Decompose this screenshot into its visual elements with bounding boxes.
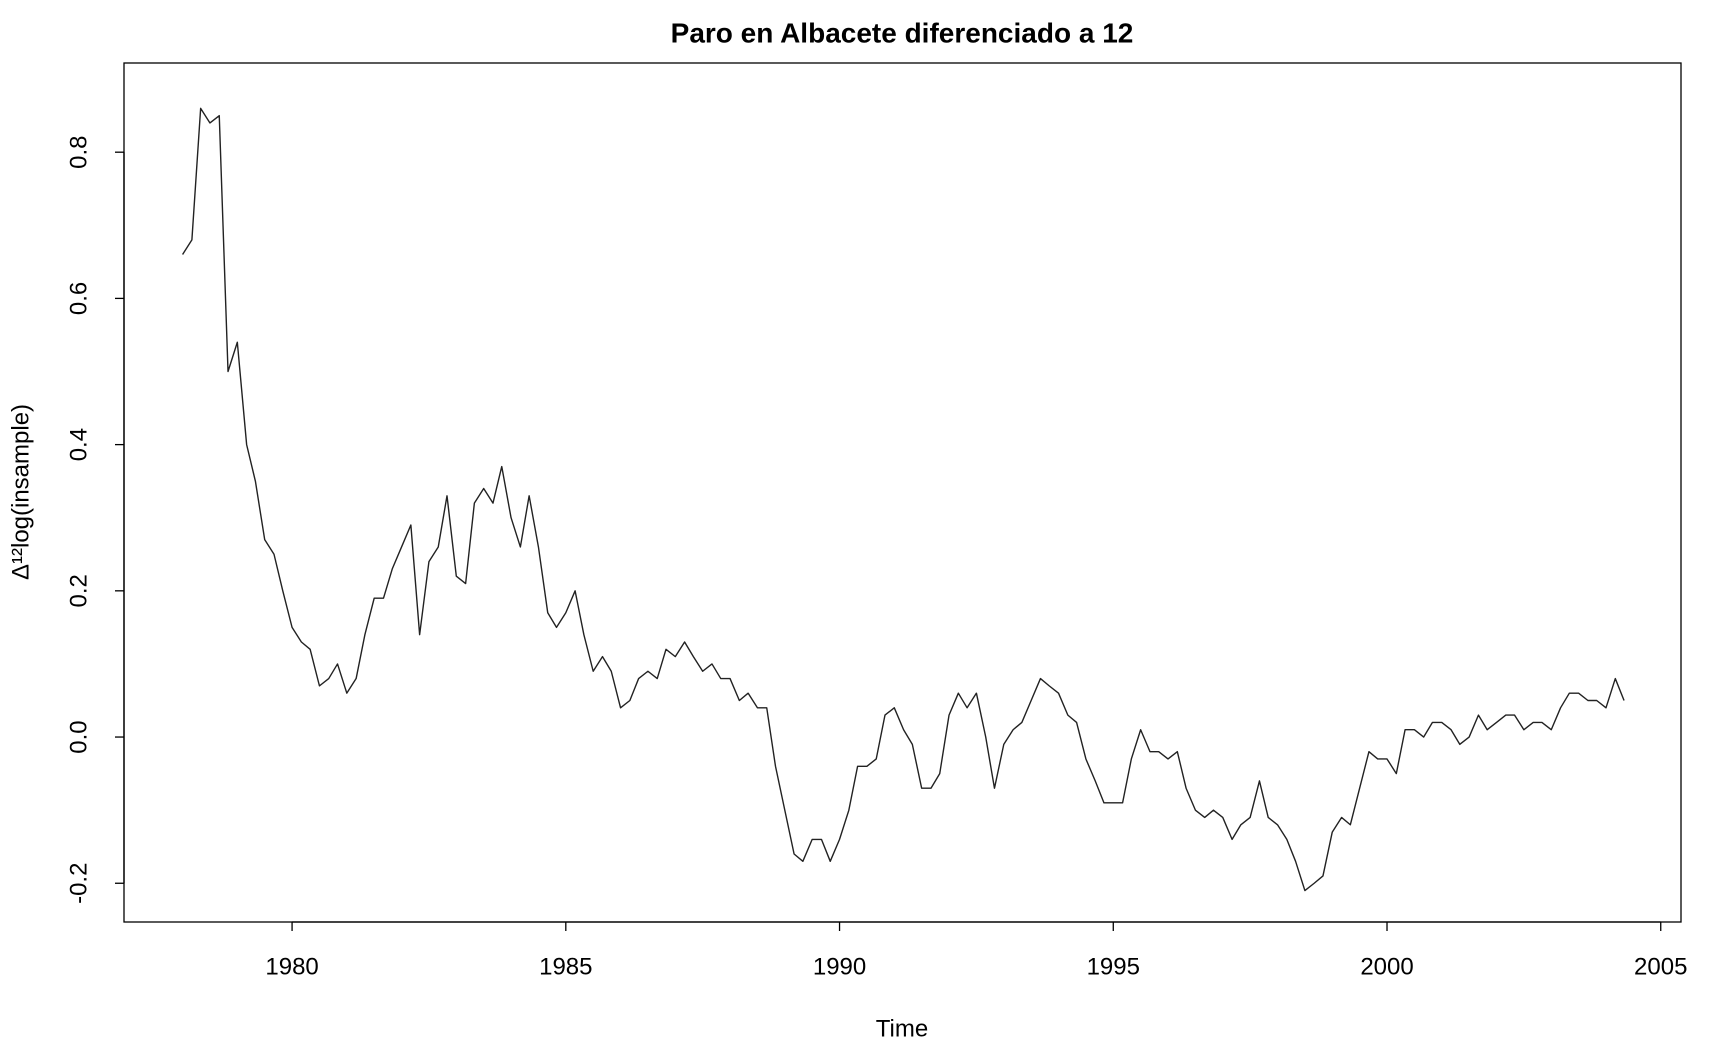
- series-line: [181, 107, 1625, 892]
- x-tick-label: 2000: [1360, 953, 1413, 980]
- x-tick-label: 2005: [1634, 953, 1687, 980]
- x-tick-label: 1980: [265, 953, 318, 980]
- x-tick-label: 1985: [539, 953, 592, 980]
- y-tick-label: 0.2: [65, 574, 92, 607]
- y-tick-label: 0.8: [65, 136, 92, 169]
- x-axis-label: Time: [876, 1015, 928, 1042]
- y-axis-label: Δ¹²log(insample): [7, 404, 34, 580]
- y-tick-label: 0.4: [65, 428, 92, 461]
- x-tick-label: 1995: [1087, 953, 1140, 980]
- plot-box: [123, 62, 1682, 923]
- chart-title: Paro en Albacete diferenciado a 12: [671, 17, 1134, 48]
- y-tick-label: 0.0: [65, 720, 92, 753]
- y-tick-label: -0.2: [65, 863, 92, 904]
- x-tick-label: 1990: [813, 953, 866, 980]
- y-tick-label: 0.6: [65, 282, 92, 315]
